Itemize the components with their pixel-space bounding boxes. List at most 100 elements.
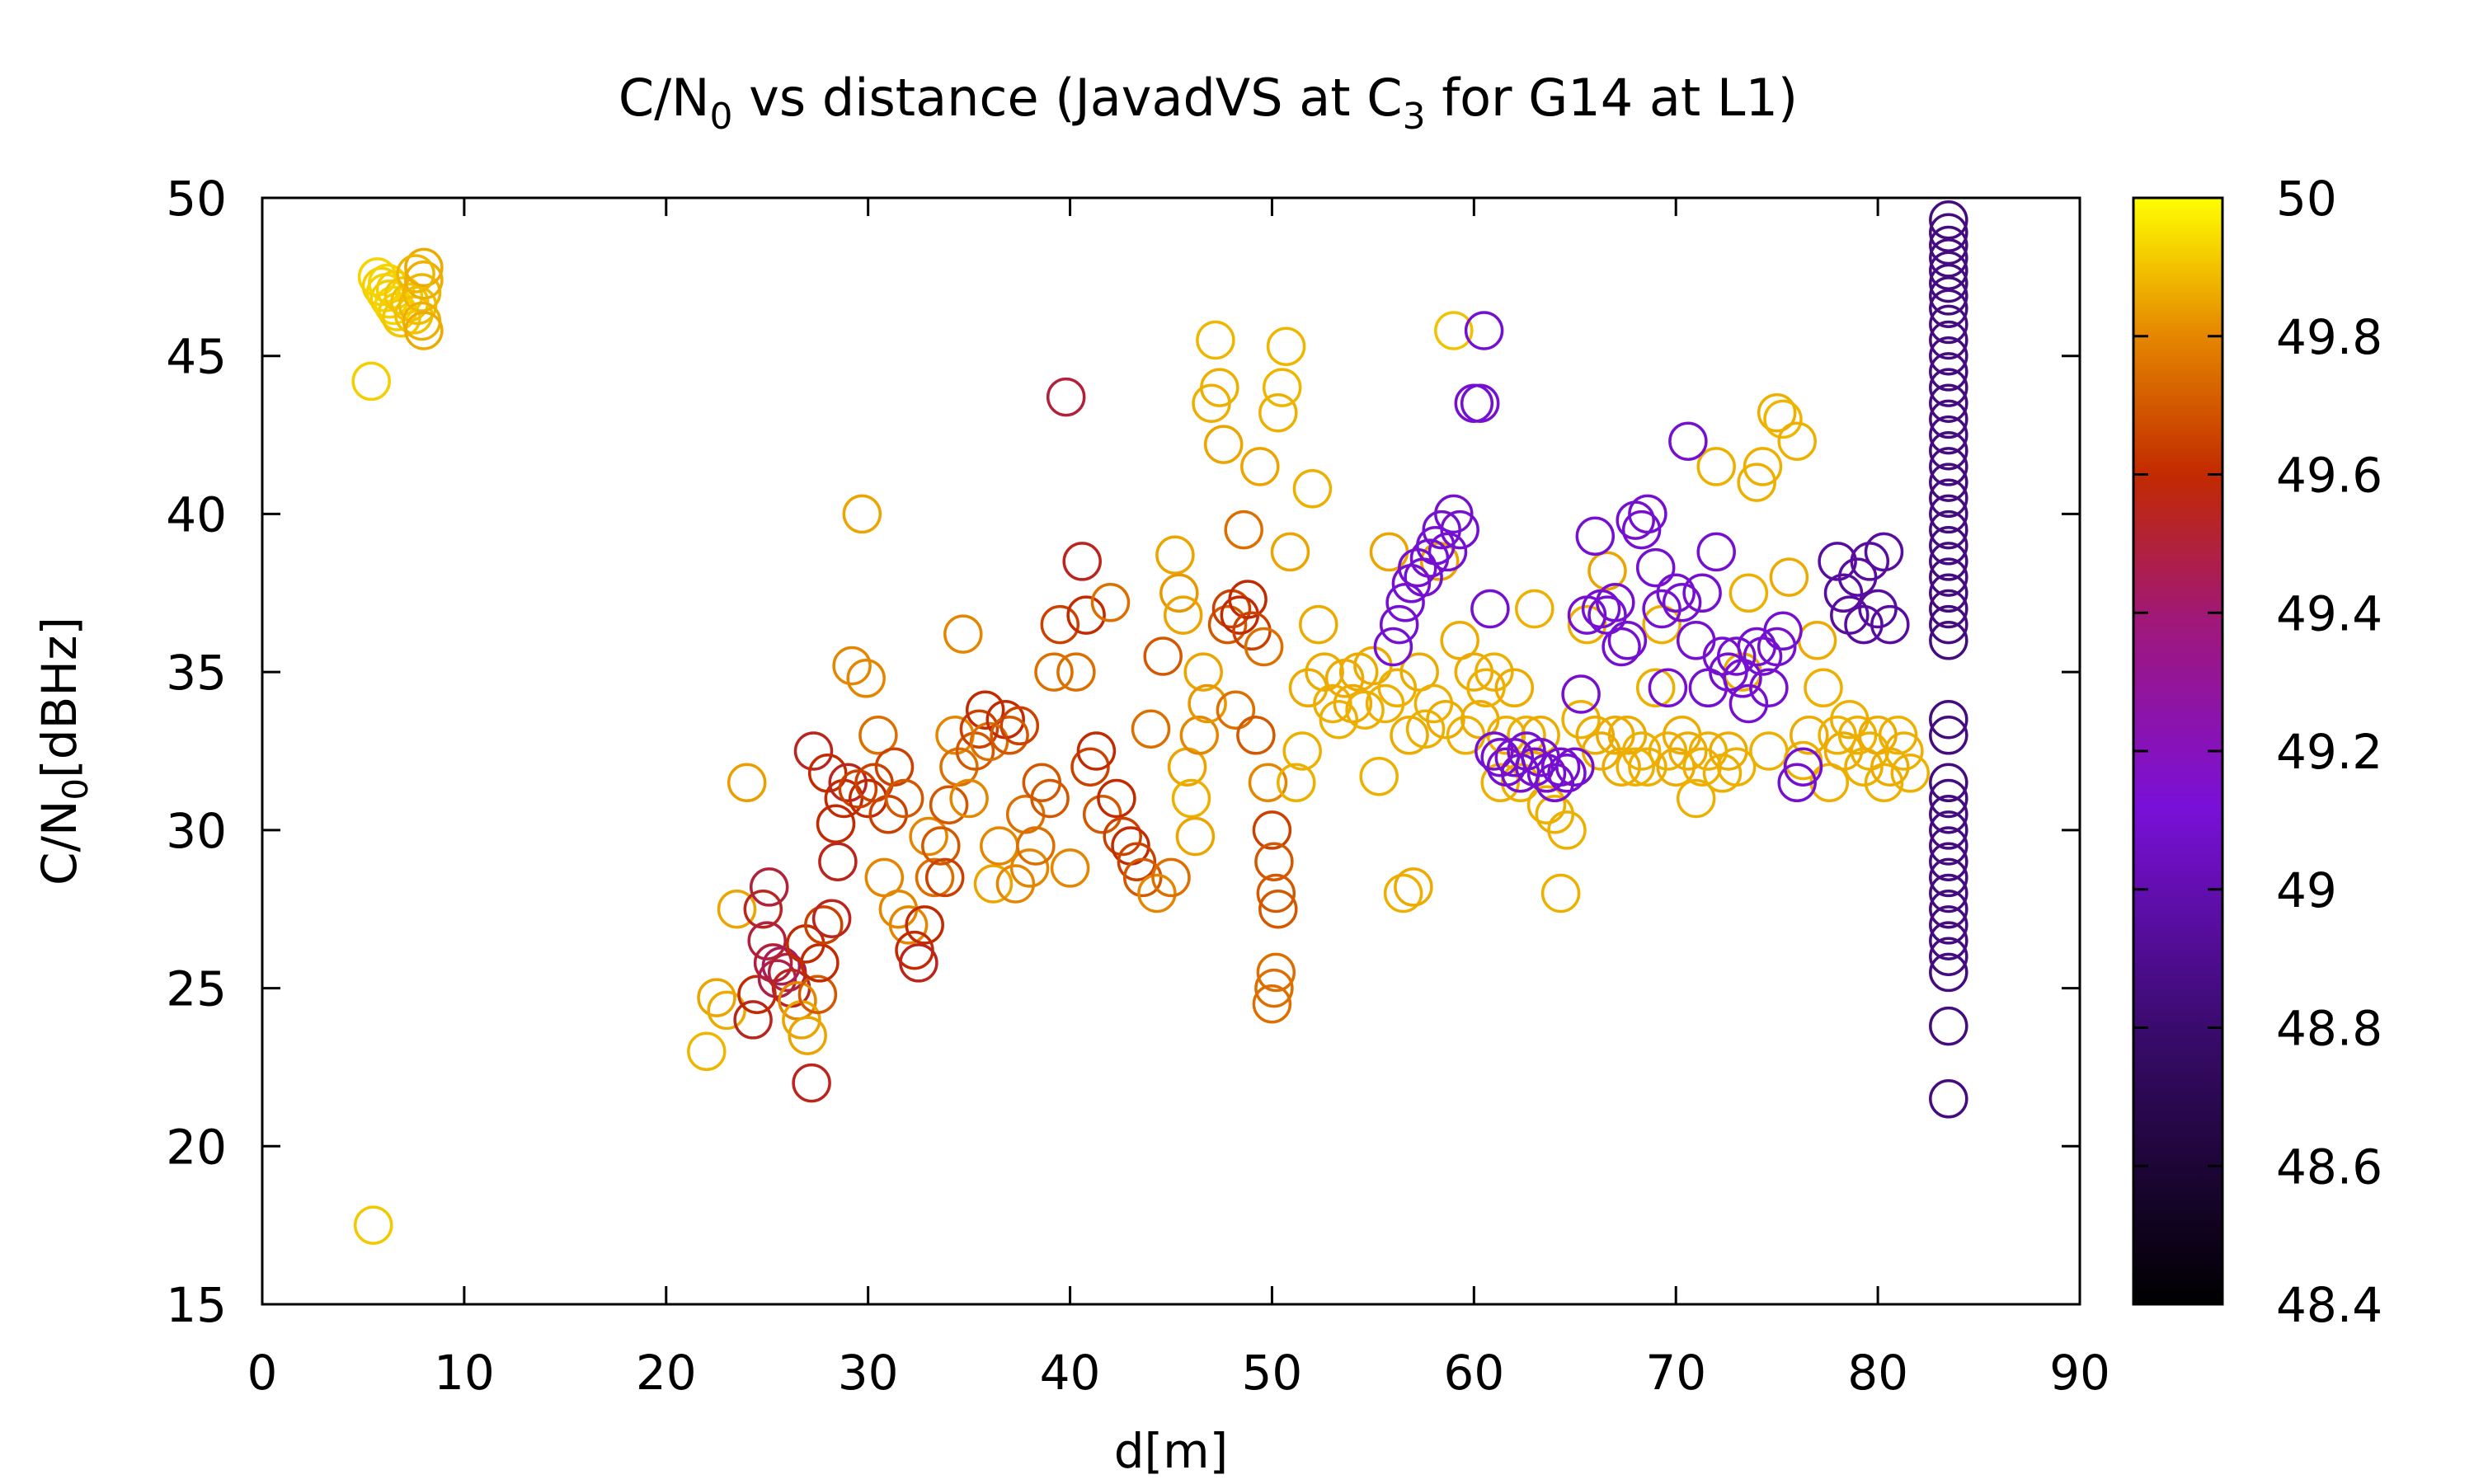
data-point <box>1656 573 1696 613</box>
data-point <box>1500 763 1540 803</box>
data-point <box>1929 336 1968 376</box>
data-point <box>1196 320 1235 360</box>
x-tick-label: 20 <box>636 1345 697 1401</box>
data-point <box>1475 652 1514 692</box>
data-point <box>792 1063 831 1103</box>
data-point <box>915 857 955 898</box>
data-point <box>1823 731 1864 771</box>
data-point <box>1390 716 1429 755</box>
data-point <box>743 889 783 929</box>
data-point <box>905 905 944 945</box>
data-point <box>1929 200 1968 240</box>
data-point <box>884 778 924 819</box>
data-point <box>788 1016 827 1055</box>
x-tick-label: 60 <box>1443 1345 1504 1401</box>
data-point <box>1313 683 1352 724</box>
data-point <box>1878 716 1918 755</box>
data-point <box>1103 816 1142 857</box>
x-tick-label: 40 <box>1040 1345 1101 1401</box>
data-point <box>1056 652 1096 692</box>
data-point <box>1607 716 1648 755</box>
data-point <box>1929 1079 1968 1119</box>
data-point <box>1823 573 1864 613</box>
data-point <box>1203 425 1244 464</box>
data-point <box>1929 304 1968 345</box>
data-point <box>1379 604 1419 645</box>
data-point <box>828 763 868 803</box>
data-point <box>1676 621 1716 660</box>
data-point <box>1737 463 1776 502</box>
data-point <box>1561 699 1601 740</box>
data-point <box>969 721 1009 762</box>
y-tick-label: 50 <box>166 171 227 227</box>
data-point <box>1117 842 1157 881</box>
data-point <box>1929 251 1968 290</box>
data-point <box>973 864 1014 904</box>
data-point <box>1763 611 1803 651</box>
data-point <box>1864 532 1904 572</box>
data-point <box>1385 583 1425 622</box>
data-point <box>1262 368 1302 407</box>
y-tick-label: 30 <box>166 803 227 859</box>
data-point <box>1596 583 1635 622</box>
data-point <box>1076 731 1117 771</box>
data-point <box>1240 447 1280 486</box>
data-point <box>1850 542 1890 581</box>
data-point <box>1292 469 1333 509</box>
x-axis-label: d[m] <box>1114 1423 1229 1479</box>
data-point <box>909 816 948 857</box>
data-point <box>1749 731 1789 771</box>
data-point <box>1716 636 1757 676</box>
data-point <box>1790 716 1829 755</box>
data-point <box>804 905 844 945</box>
data-point <box>1413 683 1454 724</box>
data-point <box>949 778 989 819</box>
data-point <box>1635 547 1676 588</box>
data-point <box>793 731 834 771</box>
data-point <box>797 974 838 1014</box>
y-tick-label: 45 <box>166 329 227 385</box>
data-point <box>1090 583 1131 622</box>
data-point <box>1716 747 1757 787</box>
data-point <box>1929 478 1968 519</box>
data-point <box>1034 652 1074 692</box>
y-tick-label: 20 <box>166 1119 227 1175</box>
data-point <box>1668 731 1708 771</box>
data-point <box>1216 690 1256 730</box>
data-point <box>1547 810 1587 850</box>
data-point <box>1929 399 1968 439</box>
data-point <box>1929 383 1968 423</box>
colorbar-tick-label: 49.8 <box>2276 309 2382 365</box>
colorbar-ticks: 48.4 48.6 48.8 49 49.2 49.4 49.6 49.8 50 <box>2133 171 2382 1333</box>
data-point <box>1464 311 1504 350</box>
data-point <box>1299 604 1338 645</box>
data-point <box>1575 516 1616 556</box>
data-point <box>1256 952 1296 993</box>
data-point <box>1440 510 1479 550</box>
data-point <box>1561 674 1601 714</box>
data-point <box>943 614 983 654</box>
x-tick-label: 30 <box>838 1345 899 1401</box>
x-tick-label: 80 <box>1847 1345 1908 1401</box>
data-point <box>955 731 995 771</box>
data-point <box>1929 699 1968 740</box>
data-point <box>1353 646 1393 686</box>
data-point <box>1475 731 1514 771</box>
data-point <box>1864 763 1904 803</box>
data-point <box>1929 263 1968 303</box>
colorbar-tick-label: 48.8 <box>2276 1001 2382 1057</box>
data-point <box>1929 494 1968 534</box>
data-point <box>396 254 435 294</box>
data-point <box>1365 683 1405 724</box>
colorbar-tick-label: 49.2 <box>2276 724 2382 780</box>
data-point <box>1929 857 1968 898</box>
data-point <box>1929 589 1968 629</box>
data-point <box>1804 668 1843 708</box>
data-point <box>1929 415 1968 455</box>
data-point <box>1507 716 1546 755</box>
data-point <box>921 826 961 866</box>
data-point <box>1668 421 1708 461</box>
data-point <box>1097 778 1136 819</box>
data-point <box>1288 668 1329 708</box>
data-point <box>858 716 898 755</box>
